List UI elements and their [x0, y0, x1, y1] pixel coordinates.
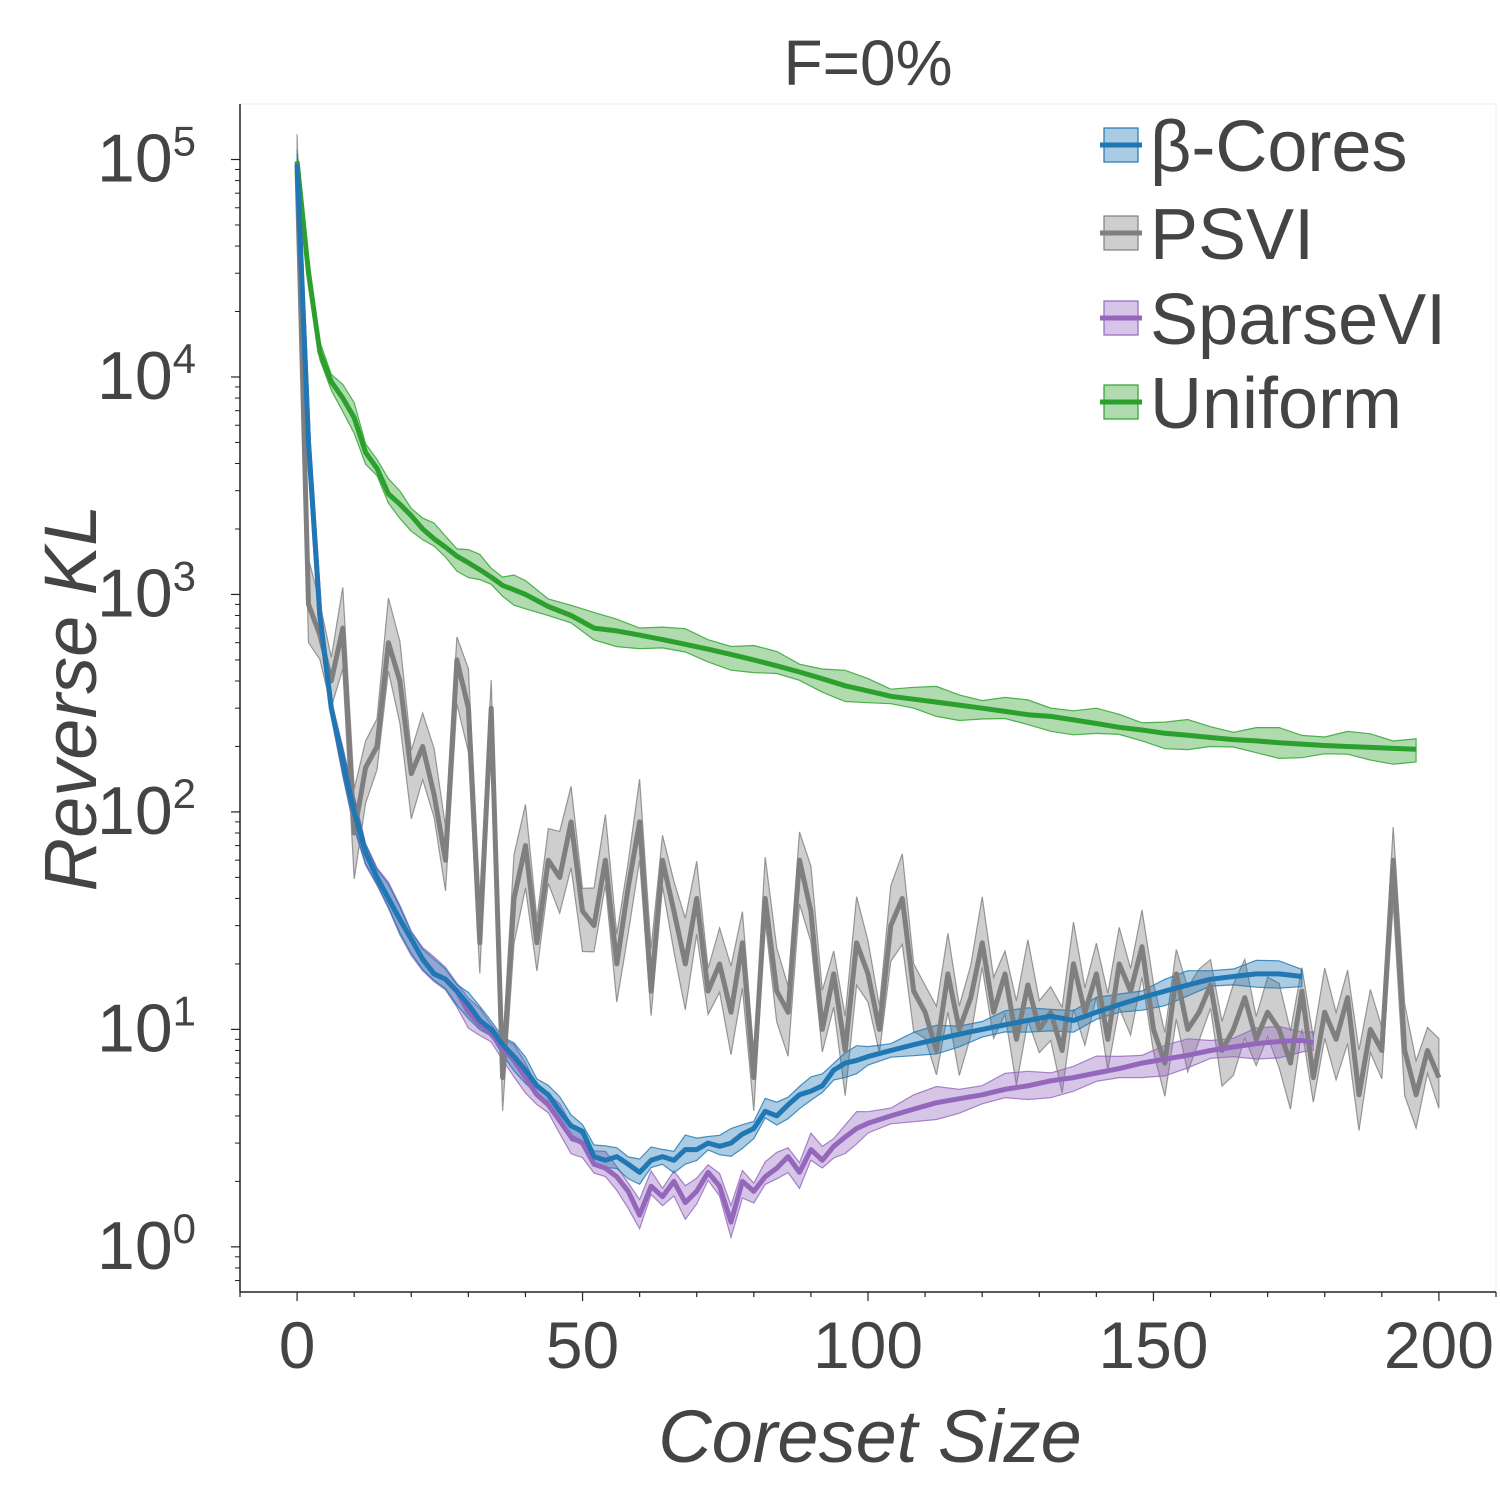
- y-tick-label: 101: [97, 987, 196, 1066]
- line-uniform: [294, 161, 1417, 752]
- y-tick-label: 103: [97, 552, 196, 631]
- band-psvi: [296, 134, 1440, 1131]
- y-tick-label: 102: [97, 770, 196, 849]
- x-tick-label: 200: [1384, 1308, 1494, 1382]
- legend-label-psvi: PSVI: [1150, 195, 1314, 275]
- chart-title: F=0%: [784, 27, 953, 99]
- x-axis-label: Coreset Size: [658, 1395, 1082, 1478]
- band-uniform: [296, 149, 1417, 765]
- series-lines: [294, 161, 1442, 1225]
- y-tick-label: 105: [97, 118, 196, 197]
- x-tick-label: 50: [546, 1308, 619, 1382]
- line-beta-cores: [294, 164, 1303, 1175]
- x-tick-label: 150: [1098, 1308, 1208, 1382]
- legend-label-beta-cores: β-Cores: [1150, 107, 1407, 187]
- legend-label-uniform: Uniform: [1150, 364, 1402, 444]
- y-tick-label: 100: [97, 1205, 196, 1284]
- axes: [231, 104, 1497, 1301]
- tick-labels: 0 50 100 150 200 100 101 102 103 104 105: [97, 118, 1494, 1382]
- x-tick-label: 0: [279, 1308, 316, 1382]
- x-tick-label: 100: [813, 1308, 923, 1382]
- y-tick-label: 104: [97, 335, 196, 414]
- line-psvi: [294, 169, 1442, 1098]
- legend-label-sparsevi: SparseVI: [1150, 280, 1446, 360]
- y-axis-label: Reverse KL: [29, 505, 112, 892]
